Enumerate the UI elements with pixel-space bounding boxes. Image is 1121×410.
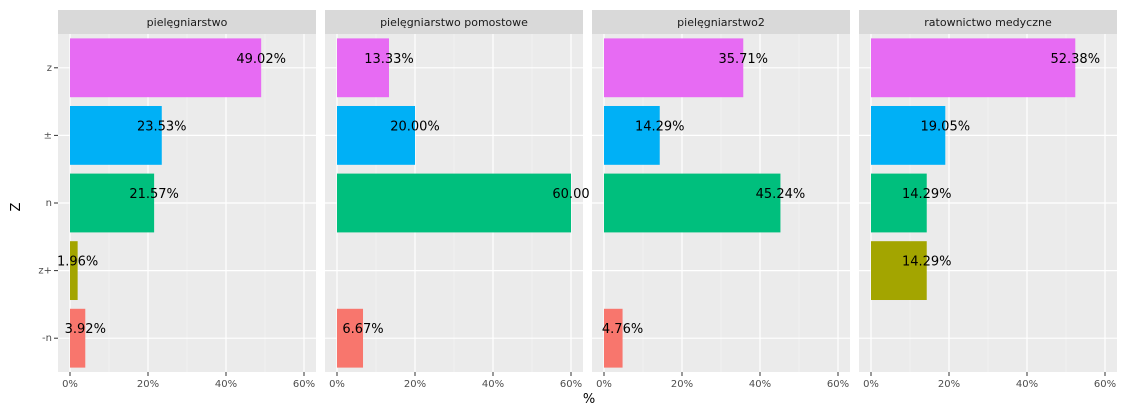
bar-n	[871, 173, 927, 233]
bar-value-label: 35.71%	[718, 52, 768, 67]
bar-value-label: 3.92%	[65, 322, 106, 337]
bar-z	[871, 38, 1076, 98]
x-tick-label: 0%	[596, 379, 612, 390]
bar-value-label: 60.00	[552, 187, 589, 202]
bar-pm	[70, 105, 162, 165]
facet-strip	[859, 10, 1117, 34]
facet-ratownictwo-medyczne: ratownictwo medyczne 52.38% 19.05% 14.29% 14…	[859, 10, 1117, 390]
facet-strip	[592, 10, 850, 34]
bar-n	[70, 173, 155, 233]
bar-value-label: 19.05%	[921, 119, 971, 134]
bar-value-label: 4.76%	[602, 322, 643, 337]
bar-value-label: 14.29%	[902, 255, 952, 270]
x-tick-label: 40%	[749, 379, 771, 390]
x-tick-label: 40%	[1016, 379, 1038, 390]
bar-value-label: 14.29%	[902, 187, 952, 202]
bar-pm	[604, 105, 660, 165]
bar-pm	[337, 105, 415, 165]
facet-strip-label: pielęgniarstwo2	[677, 16, 765, 29]
y-tick-label: z+	[38, 266, 52, 277]
y-tick-label: z	[47, 63, 52, 74]
x-tick-label: 0%	[863, 379, 879, 390]
bar-value-label: 52.38%	[1050, 52, 1100, 67]
bar-z	[337, 38, 389, 98]
bar-value-label: 21.57%	[129, 187, 179, 202]
y-tick-label: ±	[44, 130, 52, 141]
x-tick-label: 60%	[827, 379, 849, 390]
facet-strip-label: pielęgniarstwo	[147, 16, 228, 29]
bar-n	[604, 173, 781, 233]
facet-piel-gniarstwo: pielęgniarstwo 49.02% 23.53% 21.57% 1.96% 3.9…	[57, 10, 316, 390]
bar-minus-n	[70, 308, 86, 368]
facet-strip-label: pielęgniarstwo pomostowe	[380, 16, 528, 29]
y-axis-title: Z	[9, 202, 24, 211]
bar-value-label: 6.67%	[342, 322, 383, 337]
bar-value-label: 23.53%	[137, 119, 187, 134]
bar-value-label: 1.96%	[57, 255, 98, 270]
bar-zplus	[871, 241, 927, 301]
facet-strip	[325, 10, 583, 34]
bar-pm	[871, 105, 946, 165]
x-tick-label: 20%	[137, 379, 159, 390]
x-axis-title: %	[583, 392, 595, 407]
bar-minus-n	[604, 308, 623, 368]
bar-value-label: 14.29%	[635, 119, 685, 134]
bar-value-label: 20.00%	[390, 119, 440, 134]
facet-piel-gniarstwo-pomostowe: pielęgniarstwo pomostowe 13.33% 20.00% 60.0…	[325, 10, 590, 390]
x-tick-label: 0%	[329, 379, 345, 390]
x-tick-label: 20%	[404, 379, 426, 390]
y-tick-label: n	[46, 198, 52, 209]
facet-strip-label: ratownictwo medyczne	[924, 16, 1052, 29]
bar-z	[70, 38, 262, 98]
x-tick-label: 40%	[215, 379, 237, 390]
facet-strip	[58, 10, 316, 34]
bar-n	[337, 173, 571, 233]
bar-minus-n	[337, 308, 364, 368]
x-tick-label: 0%	[62, 379, 78, 390]
bar-value-label: 13.33%	[364, 52, 414, 67]
bar-zplus	[70, 241, 78, 301]
x-tick-label: 20%	[671, 379, 693, 390]
x-tick-label: 20%	[938, 379, 960, 390]
x-tick-label: 60%	[293, 379, 315, 390]
bar-value-label: 45.24%	[756, 187, 806, 202]
bar-value-label: 49.02%	[236, 52, 286, 67]
facet-panels: pielęgniarstwo 49.02% 23.53% 21.57% 1.96% 3.9…	[57, 10, 1117, 390]
x-tick-label: 60%	[1094, 379, 1116, 390]
x-tick-label: 60%	[560, 379, 582, 390]
facet-piel-gniarstwo2: pielęgniarstwo2 35.71% 14.29% 45.24% 4.76% 0%…	[592, 10, 850, 390]
x-tick-label: 40%	[482, 379, 504, 390]
y-tick-label: -n	[42, 333, 52, 344]
bar-z	[604, 38, 744, 98]
y-axis: z ± n z+ -n	[38, 63, 58, 344]
